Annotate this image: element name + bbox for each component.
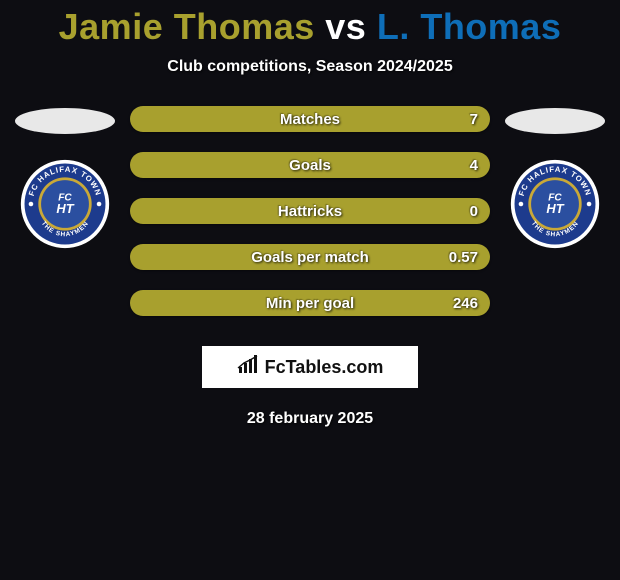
date-line: 28 february 2025 [0,410,620,428]
svg-text:HT: HT [546,201,564,216]
title-player1: Jamie Thomas [59,6,315,47]
stat-label: Hattricks [278,203,342,220]
brand-box: FcTables.com [202,346,418,388]
stat-value-right: 246 [453,295,478,312]
player1-silhouette [15,108,115,134]
stat-label: Goals per match [251,249,369,266]
brand-text: FcTables.com [265,357,384,378]
stat-value-right: 0 [470,203,478,220]
stat-bar: Min per goal 246 [130,290,490,316]
stat-bar: Matches 7 [130,106,490,132]
title-vs: vs [325,6,366,47]
player2-club-badge: FC HALIFAX TOWN THE SHAYMEN FC HT [509,158,601,250]
title-player2: L. Thomas [377,6,562,47]
stat-label: Matches [280,111,340,128]
stat-bar: Goals per match 0.57 [130,244,490,270]
stat-value-right: 7 [470,111,478,128]
stat-value-right: 4 [470,157,478,174]
left-player-column: FC HALIFAX TOWN THE SHAYMEN FC HT [10,106,120,250]
subtitle: Club competitions, Season 2024/2025 [0,58,620,76]
svg-text:HT: HT [56,201,74,216]
player1-club-badge: FC HALIFAX TOWN THE SHAYMEN FC HT [19,158,111,250]
bar-chart-icon [237,355,261,380]
stat-label: Goals [289,157,331,174]
stat-bar: Goals 4 [130,152,490,178]
stat-value-right: 0.57 [449,249,478,266]
main-row: FC HALIFAX TOWN THE SHAYMEN FC HT Matche… [0,106,620,316]
player2-silhouette [505,108,605,134]
page-title: Jamie Thomas vs L. Thomas [0,0,620,48]
stat-bar: Hattricks 0 [130,198,490,224]
stat-label: Min per goal [266,295,354,312]
right-player-column: FC HALIFAX TOWN THE SHAYMEN FC HT [500,106,610,250]
stats-column: Matches 7 Goals 4 Hattricks 0 Goals per match 0… [130,106,490,316]
